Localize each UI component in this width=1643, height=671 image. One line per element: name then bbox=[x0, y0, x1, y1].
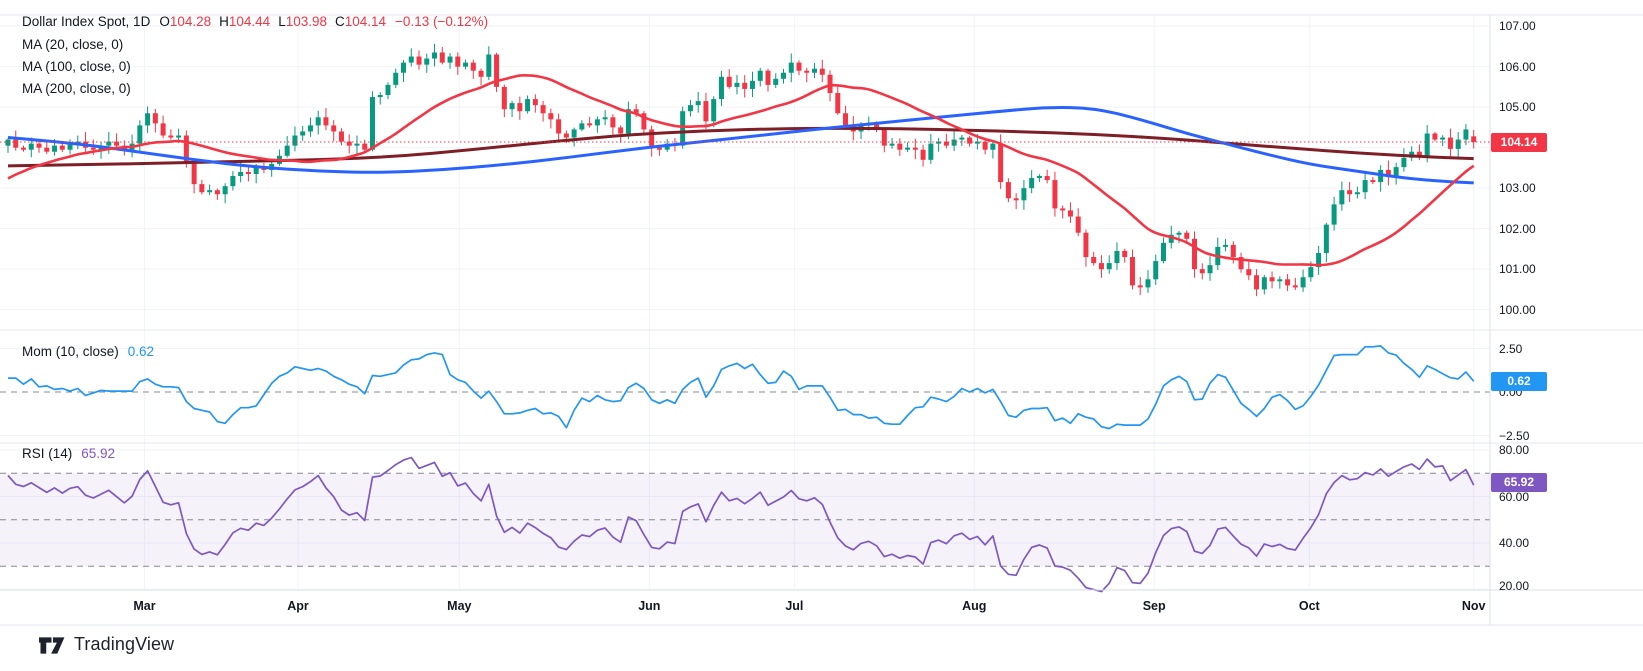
low-label: L bbox=[278, 14, 286, 29]
month-label-aug: Aug bbox=[962, 599, 987, 613]
open-value: 104.28 bbox=[169, 14, 212, 29]
rsi-value-badge: 65.92 bbox=[1491, 473, 1547, 493]
close-label: C bbox=[335, 14, 345, 29]
month-label-mar: Mar bbox=[133, 599, 156, 613]
momentum-tick-2.50: 2.50 bbox=[1499, 341, 1523, 356]
rsi-tick-80.00: 80.00 bbox=[1499, 443, 1530, 457]
last-price-badge: 104.14 bbox=[1491, 132, 1547, 152]
rsi-tick-60.00: 60.00 bbox=[1499, 489, 1530, 504]
symbol-title[interactable]: Dollar Index Spot, 1D bbox=[22, 14, 151, 29]
legend-ma100[interactable]: MA (100, close, 0) bbox=[22, 59, 131, 74]
momentum-label[interactable]: Mom (10, close) bbox=[22, 344, 119, 359]
month-label-nov: Nov bbox=[1461, 599, 1486, 613]
close-value: 104.14 bbox=[344, 14, 387, 29]
main-legend[interactable]: Dollar Index Spot, 1D O104.28 H104.44 L1… bbox=[22, 14, 488, 29]
high-label: H bbox=[219, 14, 229, 29]
tradingview-logo-text: TradingView bbox=[74, 634, 175, 654]
month-label-may: May bbox=[447, 599, 472, 613]
momentum-value: 0.62 bbox=[127, 344, 155, 359]
momentum-tick-−2.50: −2.50 bbox=[1499, 428, 1530, 443]
price-tick-102.00: 102.00 bbox=[1499, 221, 1536, 236]
change-value: −0.13 (−0.12%) bbox=[395, 14, 489, 29]
price-tick-101.00: 101.00 bbox=[1499, 262, 1536, 277]
low-value: 103.98 bbox=[285, 14, 327, 29]
ohlc-readout: O104.28 H104.44 L103.98 C104.14 bbox=[159, 14, 386, 29]
month-label-apr: Apr bbox=[287, 599, 309, 613]
momentum-value-badge: 0.62 bbox=[1491, 371, 1547, 391]
price-tick-103.00: 103.00 bbox=[1499, 181, 1536, 196]
tradingview-logo[interactable]: TradingView bbox=[38, 633, 174, 656]
tradingview-logo-icon bbox=[39, 637, 65, 654]
month-label-jul: Jul bbox=[785, 599, 804, 613]
momentum-legend[interactable]: Mom (10, close) 0.62 bbox=[22, 344, 154, 359]
price-axis[interactable]: 107.00 106.00 105.00 103.00 102.00 101.00 100.… bbox=[1490, 15, 1643, 625]
rsi-tick-40.00: 40.00 bbox=[1499, 536, 1530, 550]
month-label-sep: Sep bbox=[1142, 599, 1166, 613]
open-label: O bbox=[159, 14, 170, 29]
price-tick-100.00: 100.00 bbox=[1499, 302, 1536, 317]
month-label-oct: Oct bbox=[1298, 599, 1320, 613]
legend-ma200[interactable]: MA (200, close, 0) bbox=[22, 81, 131, 96]
price-tick-107.00: 107.00 bbox=[1499, 19, 1536, 34]
rsi-value: 65.92 bbox=[81, 446, 116, 461]
legend-ma20[interactable]: MA (20, close, 0) bbox=[22, 37, 124, 52]
rsi-label[interactable]: RSI (14) bbox=[22, 446, 73, 461]
price-tick-106.00: 106.00 bbox=[1499, 59, 1536, 74]
price-tick-105.00: 105.00 bbox=[1499, 100, 1536, 115]
rsi-legend[interactable]: RSI (14) 65.92 bbox=[22, 446, 115, 461]
high-value: 104.44 bbox=[228, 14, 271, 29]
month-label-jun: Jun bbox=[638, 599, 661, 613]
rsi-tick-20.00: 20.00 bbox=[1499, 579, 1530, 593]
time-axis[interactable]: Mar Apr May Jun Jul Aug Sep Oct Nov bbox=[0, 590, 1643, 625]
